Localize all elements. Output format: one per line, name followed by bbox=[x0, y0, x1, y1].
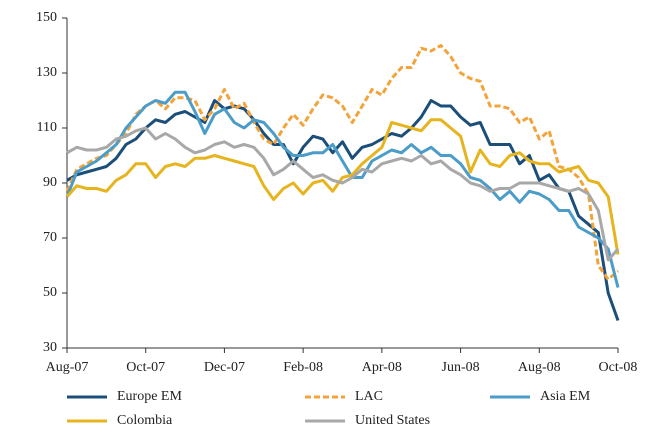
y-tick-label: 90 bbox=[43, 175, 57, 190]
x-tick-label: Apr-08 bbox=[362, 360, 402, 375]
x-tick-label: Dec-07 bbox=[204, 360, 245, 375]
y-tick-label: 70 bbox=[43, 230, 57, 245]
legend-label: Europe EM bbox=[117, 389, 182, 404]
legend-label: Asia EM bbox=[540, 389, 591, 404]
y-tick-label: 150 bbox=[36, 10, 57, 25]
x-tick-label: Oct-07 bbox=[126, 360, 165, 375]
y-tick-label: 50 bbox=[43, 285, 57, 300]
series-line bbox=[65, 118, 620, 255]
x-tick-label: Aug-08 bbox=[518, 360, 561, 375]
y-tick-label: 30 bbox=[43, 340, 57, 355]
x-tick-label: Oct-08 bbox=[599, 360, 638, 375]
legend-label: United States bbox=[355, 413, 430, 428]
y-tick-label: 130 bbox=[36, 65, 57, 80]
x-tick-label: Aug-07 bbox=[46, 360, 89, 375]
series-line bbox=[65, 90, 620, 288]
series-line bbox=[66, 126, 620, 262]
legend-label: Colombia bbox=[117, 413, 173, 428]
legend-label: LAC bbox=[355, 389, 383, 404]
y-tick-label: 110 bbox=[37, 120, 57, 135]
x-tick-label: Feb-08 bbox=[283, 360, 323, 375]
x-tick-label: Jun-08 bbox=[442, 360, 480, 375]
series-line bbox=[65, 44, 619, 281]
